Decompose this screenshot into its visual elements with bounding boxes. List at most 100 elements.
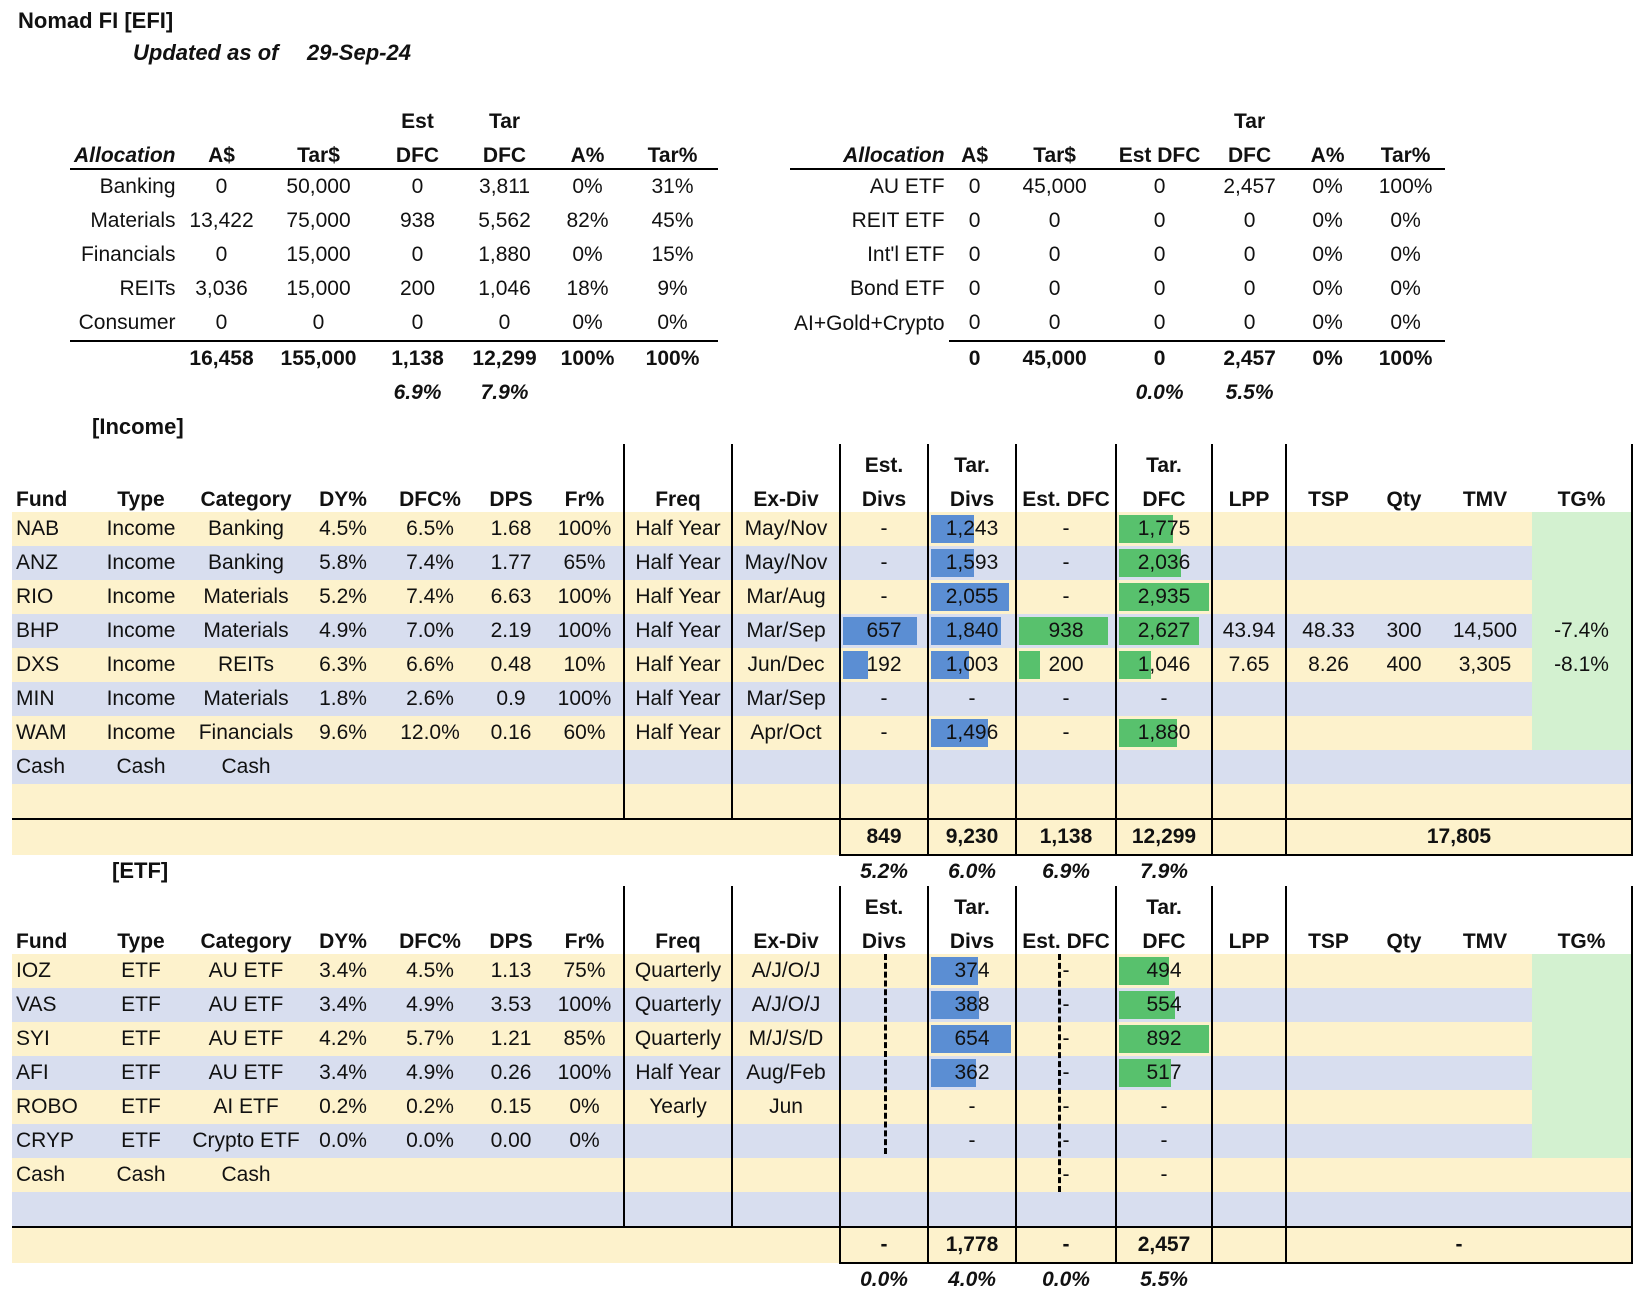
- cell-text: -: [1062, 1095, 1070, 1118]
- table-cell: Materials: [190, 580, 302, 614]
- cell-text: 4.5%: [406, 959, 454, 982]
- cell-text: -: [1062, 993, 1070, 1016]
- table-cell: 60%: [546, 716, 624, 750]
- table-cell: [1438, 512, 1532, 546]
- data-bar: [1119, 549, 1182, 577]
- cell-text: Income: [106, 517, 176, 540]
- alloc-row: Bond ETF 0 0 0 0 0% 0%: [790, 272, 1445, 306]
- alloc-pct-cell: 7.9%: [480, 381, 529, 404]
- table-cell: ROBO: [12, 1090, 92, 1124]
- table-cell: -: [927, 1124, 1016, 1158]
- alloc-head-top-cell: Tar: [1234, 110, 1266, 133]
- table-cell: 2.19: [476, 614, 546, 648]
- alloc-row: REITs 3,036 15,000 200 1,046 18% 9%: [70, 272, 718, 306]
- cell-text: Income: [106, 653, 176, 676]
- table-cell: 0.0%: [302, 1124, 384, 1158]
- cell-text: 9.6%: [319, 721, 367, 744]
- table-cell: 7.65: [1211, 648, 1286, 682]
- alloc-cell: 0: [1048, 209, 1061, 232]
- table-cell: Income: [92, 716, 190, 750]
- cell-text: 85%: [563, 1027, 606, 1050]
- table-cell: [1370, 682, 1438, 716]
- table-cell: 1,496: [927, 716, 1016, 750]
- table-cell: [1370, 784, 1438, 819]
- table-cell: [1285, 546, 1370, 580]
- table-cell: [1285, 784, 1370, 819]
- cell-text: 2,036: [1137, 551, 1191, 574]
- cell-text: 100%: [557, 619, 612, 642]
- cell-text: 3,305: [1458, 653, 1512, 676]
- cell-text: Income: [106, 721, 176, 744]
- cell-text: -: [880, 517, 888, 540]
- table-cell: 0.00: [476, 1124, 546, 1158]
- table-cell: 48.33: [1285, 614, 1370, 648]
- alloc-cell: 0: [1153, 311, 1166, 334]
- table-cell: 5.7%: [384, 1022, 476, 1056]
- alloc-cell: 0: [968, 277, 981, 300]
- data-bar: [1119, 1059, 1172, 1087]
- alloc-total-cell: [70, 340, 180, 376]
- grid-header-cell: [12, 444, 92, 478]
- alloc-cell: Int'l ETF: [867, 243, 945, 266]
- alloc-cell: 0%: [1312, 209, 1343, 232]
- total-row: 849 9,230 1,138 12,299 17,805: [12, 818, 1633, 856]
- table-cell: AU ETF: [190, 1022, 302, 1056]
- table-cell: [1285, 1090, 1370, 1124]
- table-cell: 75%: [546, 954, 624, 988]
- table-cell: 1,593: [927, 546, 1016, 580]
- cell-text: 3.4%: [319, 993, 367, 1016]
- table-cell: [1532, 784, 1633, 819]
- table-cell: 0.16: [476, 716, 546, 750]
- table-cell: 0.0%: [384, 1124, 476, 1158]
- table-cell: 300: [1370, 614, 1438, 648]
- grid-header-cell: Tar.: [1115, 444, 1212, 478]
- alloc-head-cell: Tar$: [1000, 134, 1109, 170]
- alloc-cell: Bond ETF: [850, 277, 945, 300]
- grid-header-cell: [1211, 886, 1286, 920]
- table-cell: [1211, 784, 1286, 819]
- cell-text: 0.26: [490, 1061, 532, 1084]
- cell-text: Mar/Aug: [746, 585, 826, 608]
- cell-text: -: [1062, 517, 1070, 540]
- table-cell: CRYP: [12, 1124, 92, 1158]
- table-cell: [927, 1192, 1016, 1227]
- alloc-cell: 0: [1048, 277, 1061, 300]
- cell-text: 1,775: [1137, 517, 1191, 540]
- alloc-total-cell: 155,000: [263, 340, 374, 376]
- table-cell: [546, 1158, 624, 1192]
- pct-spacer: [1212, 1263, 1632, 1296]
- table-cell: NAB: [12, 512, 92, 546]
- cell-text: -: [1062, 551, 1070, 574]
- cell-text: -: [1062, 1163, 1070, 1186]
- grid-header-cell: [190, 886, 302, 920]
- alloc-head-top-cell: [1289, 100, 1367, 134]
- cell-text: 75%: [563, 959, 606, 982]
- est-dfc-dash-line: [1058, 954, 1061, 1192]
- cell-text: 362: [954, 1061, 990, 1084]
- cell-text: AFI: [16, 1061, 49, 1084]
- table-cell: 3.4%: [302, 954, 384, 988]
- table-cell: 4.5%: [302, 512, 384, 546]
- grid-header-cell: [476, 886, 546, 920]
- table-cell: 2,935: [1115, 580, 1212, 614]
- alloc-total-cell: 12,299: [461, 340, 548, 376]
- table-cell: [927, 1158, 1016, 1192]
- cell-text: IOZ: [16, 959, 51, 982]
- cell-text: Half Year: [635, 619, 721, 642]
- cell-text: Half Year: [635, 517, 721, 540]
- table-row: MIN Income Materials 1.8% 2.6% 0.9 100% Half Ye…: [12, 682, 1633, 716]
- table-cell: [731, 1192, 840, 1227]
- table-row: NAB Income Banking 4.5% 6.5% 1.68 100% Half Yea…: [12, 512, 1633, 546]
- cell-text: -: [1062, 1129, 1070, 1152]
- grid-header-cell: TSP: [1285, 920, 1370, 954]
- table-cell: -8.1%: [1532, 648, 1633, 682]
- table-cell: -: [1015, 546, 1116, 580]
- table-cell: 3,305: [1438, 648, 1532, 682]
- alloc-pct-row: 0.0% 5.5%: [790, 376, 1445, 410]
- table-cell: [384, 784, 476, 819]
- total-tmv: -: [1285, 1226, 1633, 1264]
- table-cell: -: [1015, 1022, 1116, 1056]
- grid-header-cell: DFC: [1115, 920, 1212, 954]
- table-cell: 192: [839, 648, 928, 682]
- cell-text: 4.5%: [319, 517, 367, 540]
